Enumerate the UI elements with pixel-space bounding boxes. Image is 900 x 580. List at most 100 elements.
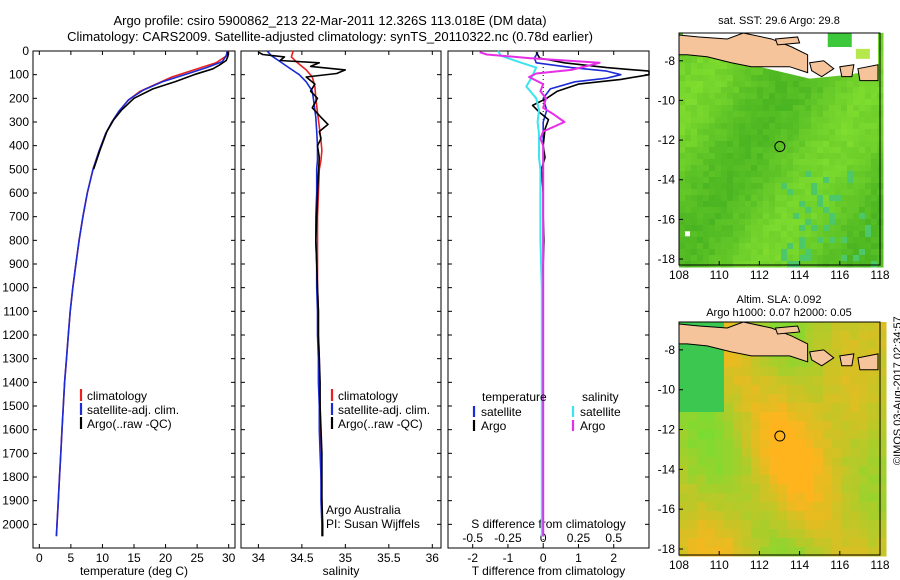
map-cell — [868, 457, 878, 467]
map-cell — [697, 448, 707, 458]
map-cell — [709, 75, 716, 82]
map-cell — [688, 547, 698, 557]
map-cell — [706, 412, 716, 422]
map-cell — [853, 225, 860, 232]
map-cell — [823, 484, 833, 494]
map-cell — [775, 261, 782, 268]
map-cell — [733, 189, 740, 196]
map-cell — [703, 69, 710, 76]
map-cell — [745, 183, 752, 190]
map-cell — [805, 201, 812, 208]
map-cell — [706, 475, 716, 485]
map-cell — [787, 502, 797, 512]
map-cell — [688, 403, 698, 413]
map-cell — [697, 201, 704, 208]
map-cell — [781, 237, 788, 244]
map-cell — [769, 141, 776, 148]
map-cell — [847, 243, 854, 250]
map-cell — [871, 159, 878, 166]
map-cell — [871, 249, 878, 256]
map-cell — [757, 261, 764, 268]
map-cell — [679, 219, 686, 226]
map-cell — [691, 75, 698, 82]
map-cell — [787, 255, 794, 262]
map-cell — [703, 183, 710, 190]
map-cell — [877, 448, 887, 458]
map-cell — [853, 93, 860, 100]
map-cell — [733, 87, 740, 94]
map-cell — [709, 243, 716, 250]
map-cell — [829, 189, 836, 196]
map-cell — [823, 213, 830, 220]
map-cell — [865, 123, 872, 130]
map-cell — [724, 322, 734, 332]
map-cell — [745, 261, 752, 268]
map-cell — [814, 538, 824, 548]
map-cell — [811, 147, 818, 154]
map-cell — [787, 213, 794, 220]
map-cell — [817, 153, 824, 160]
map-cell — [853, 213, 860, 220]
map-cell — [745, 105, 752, 112]
map-cell — [679, 117, 686, 124]
map-cell — [805, 403, 815, 413]
map-cell — [865, 195, 872, 202]
map-cell — [835, 159, 842, 166]
map-cell — [775, 117, 782, 124]
map-cell — [745, 147, 752, 154]
map-cell — [841, 117, 848, 124]
x-axis-label: temperature (deg C) — [80, 564, 188, 578]
map-cell — [697, 141, 704, 148]
map-cell — [793, 255, 800, 262]
map-cell — [817, 111, 824, 118]
map-cell — [679, 231, 686, 238]
map-cell — [871, 237, 878, 244]
map-cell — [721, 243, 728, 250]
map-cell — [715, 195, 722, 202]
map-cell — [829, 135, 836, 142]
map-cell — [847, 117, 854, 124]
map-cell — [709, 153, 716, 160]
map-cell — [742, 385, 752, 395]
y-tick-label: -12 — [658, 423, 676, 437]
map-cell — [817, 225, 824, 232]
map-cell — [775, 195, 782, 202]
series-temperature-argo — [531, 51, 650, 537]
map-cell — [697, 249, 704, 256]
map-cell — [871, 81, 878, 88]
map-cell — [805, 171, 812, 178]
map-cell — [763, 75, 770, 82]
map-cell — [841, 538, 851, 548]
map-cell — [733, 207, 740, 214]
map-cell — [841, 412, 851, 422]
map-cell — [703, 99, 710, 106]
map-cell — [775, 75, 782, 82]
map-cell — [859, 502, 869, 512]
map-cell — [724, 520, 734, 530]
map-cell — [703, 165, 710, 172]
map-cell — [823, 466, 833, 476]
map-cell — [823, 159, 830, 166]
map-cell — [859, 213, 866, 220]
map-cell — [811, 237, 818, 244]
map-cell — [781, 249, 788, 256]
map-cell — [871, 111, 878, 118]
map-cell — [739, 183, 746, 190]
map-cell — [769, 75, 776, 82]
map-cell — [745, 171, 752, 178]
y-tick-label: -18 — [658, 252, 676, 266]
map-cell — [727, 111, 734, 118]
map-cell — [703, 195, 710, 202]
map-cell — [823, 412, 833, 422]
series-salinity-satellite — [497, 50, 543, 537]
map-cell — [814, 376, 824, 386]
map-cell — [751, 249, 758, 256]
map-cell — [733, 141, 740, 148]
y-tick-label: 2000 — [2, 517, 29, 531]
x-tick-label: 0 — [36, 551, 43, 565]
map-cell — [685, 105, 692, 112]
map-cell — [721, 93, 728, 100]
map-cell — [850, 529, 860, 539]
map-cell — [781, 177, 788, 184]
map-cell — [787, 439, 797, 449]
